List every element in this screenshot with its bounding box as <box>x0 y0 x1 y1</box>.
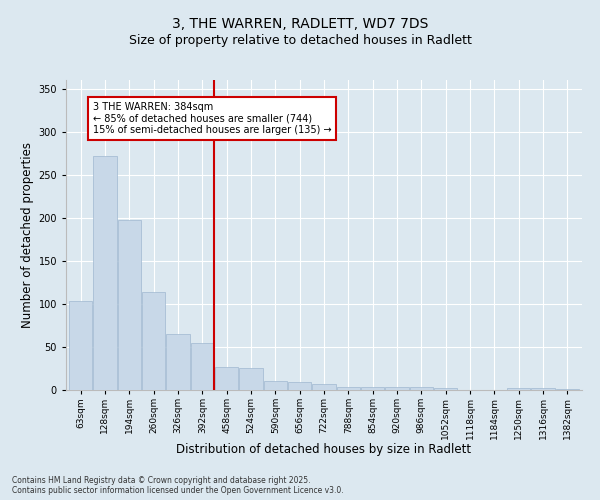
Bar <box>507 388 530 390</box>
Bar <box>434 388 457 390</box>
Bar <box>337 386 360 390</box>
Bar <box>556 389 579 390</box>
Bar <box>385 386 409 390</box>
Bar <box>361 386 384 390</box>
Text: Contains HM Land Registry data © Crown copyright and database right 2025.
Contai: Contains HM Land Registry data © Crown c… <box>12 476 344 495</box>
Bar <box>142 292 165 390</box>
Bar <box>69 302 92 390</box>
X-axis label: Distribution of detached houses by size in Radlett: Distribution of detached houses by size … <box>176 443 472 456</box>
Bar <box>532 388 554 390</box>
Bar <box>166 334 190 390</box>
Text: Size of property relative to detached houses in Radlett: Size of property relative to detached ho… <box>128 34 472 47</box>
Bar <box>118 220 141 390</box>
Text: 3 THE WARREN: 384sqm
← 85% of detached houses are smaller (744)
15% of semi-deta: 3 THE WARREN: 384sqm ← 85% of detached h… <box>93 102 331 134</box>
Bar <box>191 342 214 390</box>
Bar <box>264 380 287 390</box>
Bar <box>239 368 263 390</box>
Y-axis label: Number of detached properties: Number of detached properties <box>21 142 34 328</box>
Text: 3, THE WARREN, RADLETT, WD7 7DS: 3, THE WARREN, RADLETT, WD7 7DS <box>172 18 428 32</box>
Bar <box>313 384 335 390</box>
Bar <box>288 382 311 390</box>
Bar <box>215 367 238 390</box>
Bar <box>410 386 433 390</box>
Bar <box>94 156 116 390</box>
